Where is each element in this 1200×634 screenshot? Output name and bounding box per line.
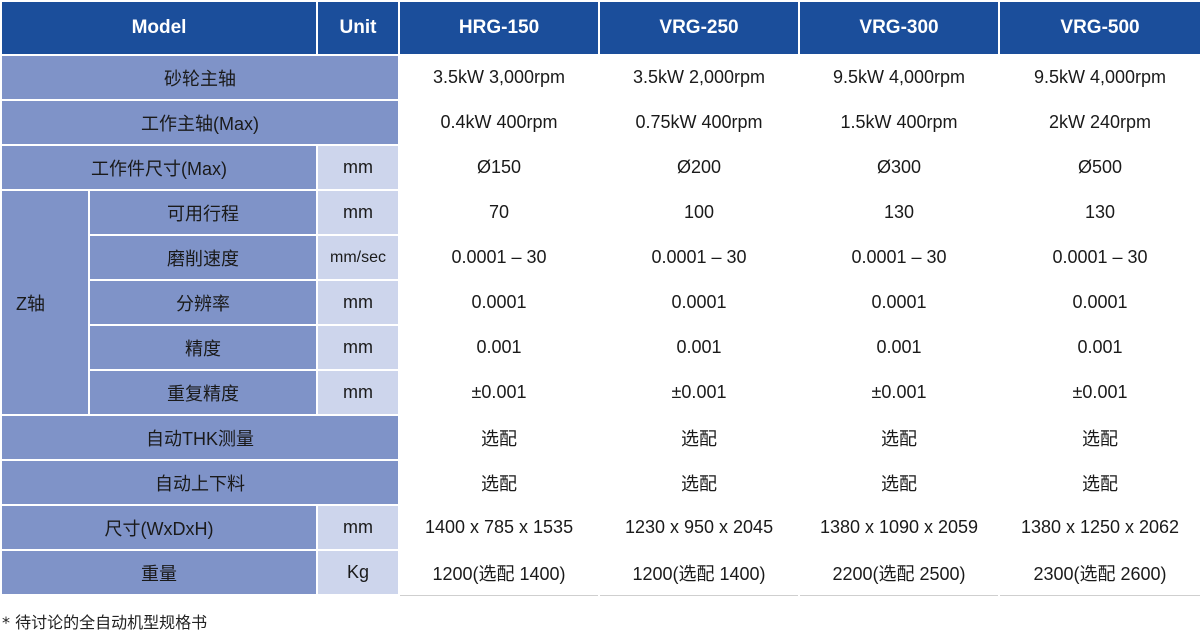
table-cell: ±0.001 [998, 369, 1200, 416]
table-cell: 选配 [798, 459, 1001, 506]
header-hrg-150: HRG-150 [398, 0, 601, 56]
header-model: Model [0, 0, 319, 56]
table-cell: 2300(选配 2600) [998, 549, 1200, 596]
table-cell: 0.0001 – 30 [998, 234, 1200, 281]
table-cell: 选配 [998, 414, 1200, 461]
table-row: 重量 Kg 1200(选配 1400) 1200(选配 1400) 2200(选… [0, 549, 1200, 596]
table-row: 分辨率 mm 0.0001 0.0001 0.0001 0.0001 [1, 279, 1200, 326]
row-label: 重量 [0, 549, 319, 596]
table-cell: 0.0001 [998, 279, 1200, 326]
table-row: 尺寸(WxDxH) mm 1400 x 785 x 1535 1230 x 95… [0, 504, 1200, 551]
table-cell: 0.001 [798, 324, 1001, 371]
table-cell: 100 [598, 189, 801, 236]
header-vrg-300: VRG-300 [798, 0, 1001, 56]
table-cell: 9.5kW 4,000rpm [998, 54, 1200, 101]
footnote: * 待讨论的全自动机型规格书 [2, 613, 208, 632]
table-cell: Ø200 [598, 144, 801, 191]
row-unit: mm [316, 189, 401, 236]
table-cell: ±0.001 [598, 369, 801, 416]
table-cell: 1380 x 1090 x 2059 [798, 504, 1001, 551]
table-cell: Ø300 [798, 144, 1001, 191]
table-cell: 1400 x 785 x 1535 [398, 504, 601, 551]
spec-table: Model Unit HRG-150 VRG-250 VRG-300 VRG-5… [0, 0, 1200, 596]
header-row: Model Unit HRG-150 VRG-250 VRG-300 VRG-5… [0, 0, 1200, 56]
row-label: 分辨率 [87, 279, 319, 326]
table-cell: 2200(选配 2500) [798, 549, 1001, 596]
row-label: 重复精度 [87, 369, 319, 416]
table-row: 精度 mm 0.001 0.001 0.001 0.001 [1, 324, 1200, 371]
table-cell: 1380 x 1250 x 2062 [998, 504, 1200, 551]
table-row: 重复精度 mm ±0.001 ±0.001 ±0.001 ±0.001 [1, 369, 1200, 416]
table-cell: 0.001 [998, 324, 1200, 371]
table-row: 工作件尺寸(Max) mm Ø150 Ø200 Ø300 Ø500 [0, 144, 1200, 191]
table-cell: ±0.001 [798, 369, 1001, 416]
row-label: 尺寸(WxDxH) [0, 504, 319, 551]
table-cell: 0.001 [598, 324, 801, 371]
row-label: 自动上下料 [0, 459, 401, 506]
table-cell: 1.5kW 400rpm [798, 99, 1001, 146]
table-cell: 选配 [598, 459, 801, 506]
table-cell: 0.0001 – 30 [598, 234, 801, 281]
table-row: 自动THK测量 选配 选配 选配 选配 [0, 414, 1200, 461]
row-unit: mm/sec [316, 234, 401, 281]
table-cell: 3.5kW 3,000rpm [398, 54, 601, 101]
table-row: 砂轮主轴 3.5kW 3,000rpm 3.5kW 2,000rpm 9.5kW… [0, 54, 1200, 101]
row-label: 自动THK测量 [0, 414, 401, 461]
table-cell: 选配 [798, 414, 1001, 461]
table-cell: 选配 [998, 459, 1200, 506]
row-unit: mm [316, 144, 401, 191]
table-cell: 0.0001 [598, 279, 801, 326]
row-label: 可用行程 [87, 189, 319, 236]
header-unit: Unit [316, 0, 401, 56]
table-cell: 0.0001 [398, 279, 601, 326]
table-cell: 选配 [598, 414, 801, 461]
table-cell: 选配 [398, 459, 601, 506]
row-label: 磨削速度 [87, 234, 319, 281]
row-label: 砂轮主轴 [0, 54, 401, 101]
table-cell: 0.0001 – 30 [798, 234, 1001, 281]
table-cell: 0.4kW 400rpm [398, 99, 601, 146]
table-cell: 0.0001 [798, 279, 1001, 326]
table-cell: 1230 x 950 x 2045 [598, 504, 801, 551]
row-unit: mm [316, 324, 401, 371]
table-cell: 2kW 240rpm [998, 99, 1200, 146]
table-cell: 3.5kW 2,000rpm [598, 54, 801, 101]
table-cell: 0.75kW 400rpm [598, 99, 801, 146]
row-unit: Kg [316, 549, 401, 596]
row-label: 工作主轴(Max) [0, 99, 401, 146]
row-unit: mm [316, 369, 401, 416]
table-row: 工作主轴(Max) 0.4kW 400rpm 0.75kW 400rpm 1.5… [0, 99, 1200, 146]
z-axis-group-label: Z轴 [0, 189, 90, 416]
table-cell: Ø500 [998, 144, 1200, 191]
table-cell: 0.0001 – 30 [398, 234, 601, 281]
row-unit: mm [316, 279, 401, 326]
row-label: 工作件尺寸(Max) [0, 144, 319, 191]
header-vrg-250: VRG-250 [598, 0, 801, 56]
table-cell: 130 [998, 189, 1200, 236]
table-row: 自动上下料 选配 选配 选配 选配 [0, 459, 1200, 506]
table-row: 磨削速度 mm/sec 0.0001 – 30 0.0001 – 30 0.00… [1, 234, 1200, 281]
header-vrg-500: VRG-500 [998, 0, 1200, 56]
table-cell: 0.001 [398, 324, 601, 371]
table-cell: ±0.001 [398, 369, 601, 416]
row-unit: mm [316, 504, 401, 551]
table-cell: 70 [398, 189, 601, 236]
table-cell: 1200(选配 1400) [598, 549, 801, 596]
table-cell: 9.5kW 4,000rpm [798, 54, 1001, 101]
table-row: Z轴 可用行程 mm 70 100 130 130 [0, 189, 1200, 416]
table-cell: 1200(选配 1400) [398, 549, 601, 596]
table-cell: 选配 [398, 414, 601, 461]
table-cell: 130 [798, 189, 1001, 236]
table-cell: Ø150 [398, 144, 601, 191]
row-label: 精度 [87, 324, 319, 371]
